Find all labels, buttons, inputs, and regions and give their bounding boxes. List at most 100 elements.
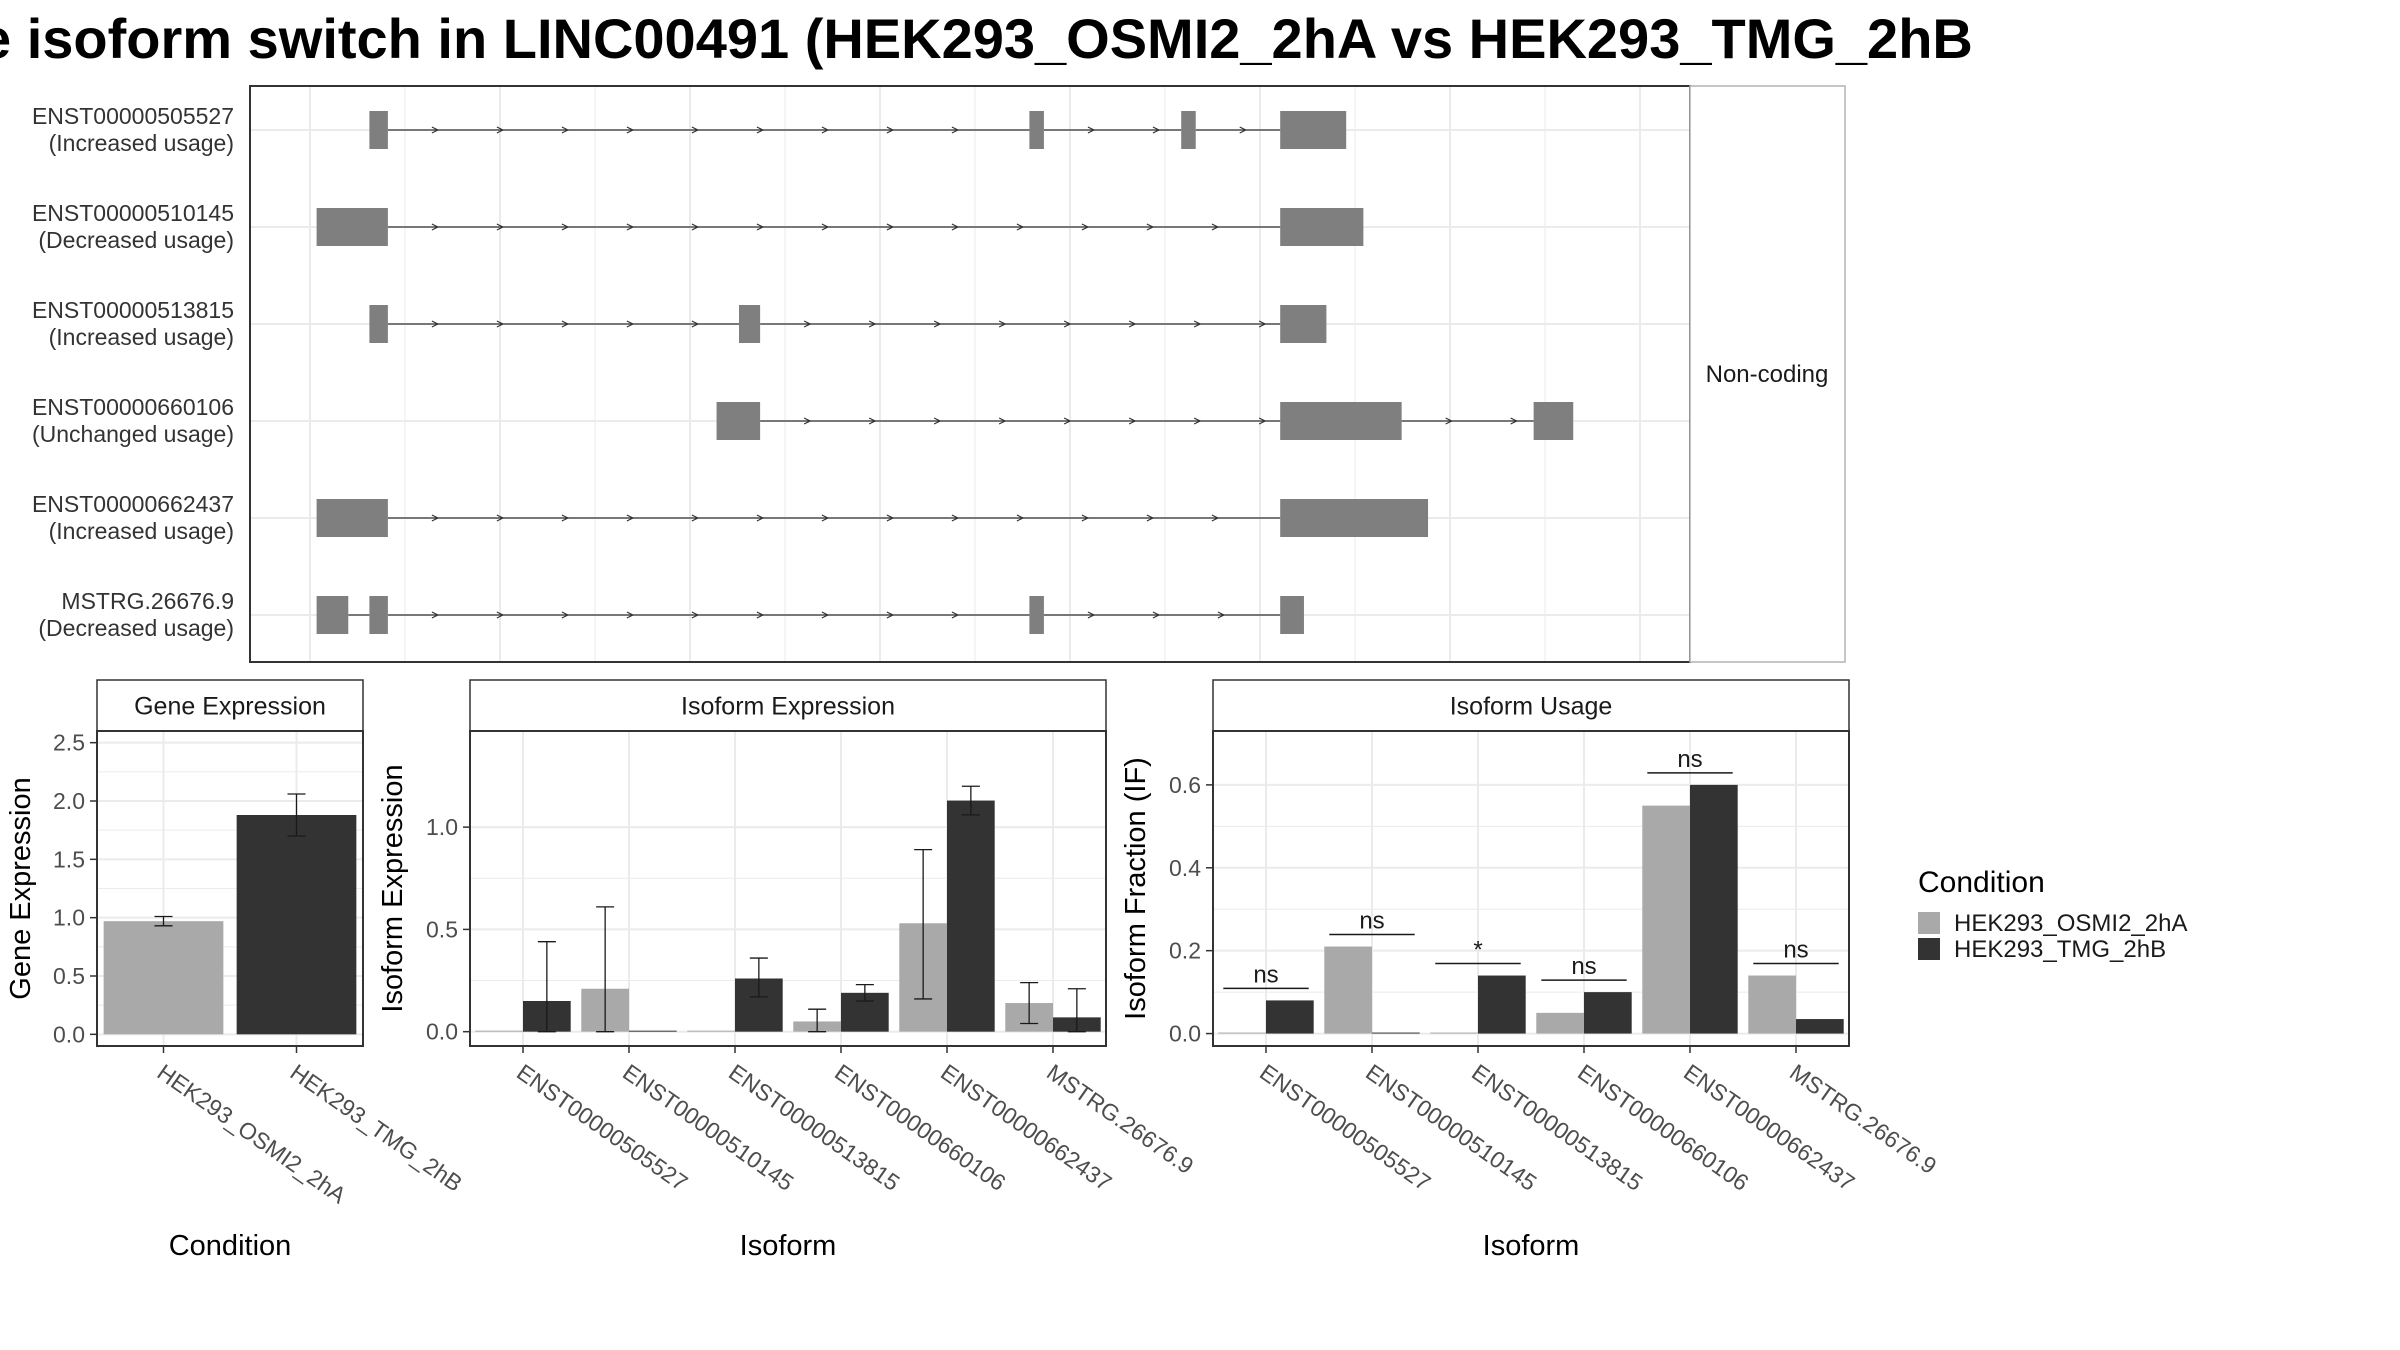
exon-block [1029, 111, 1044, 149]
x-tick-label: ENST00000662437 [936, 1059, 1116, 1196]
exon-block [1181, 111, 1196, 149]
panel-border [96, 730, 364, 1047]
x-tick-label: ENST00000662437 [1679, 1059, 1859, 1196]
legend-key [1918, 938, 1940, 960]
exon-block [316, 208, 388, 246]
intron-arrow [756, 611, 765, 619]
transcript-track [316, 596, 1304, 634]
exon-block [1280, 305, 1327, 343]
intron-arrow [431, 126, 440, 134]
error-bar [537, 941, 556, 1033]
isoform-label-usage: (Increased usage) [49, 324, 234, 350]
intron-arrow [626, 611, 635, 619]
bar [103, 921, 224, 1035]
isoform-label-id: ENST00000513815 [32, 297, 234, 323]
intron-arrow [756, 514, 765, 522]
intron-arrow [1146, 223, 1155, 231]
intron-arrow [821, 611, 830, 619]
bar [1796, 1019, 1844, 1034]
intron-arrow [431, 223, 440, 231]
intron-arrow [1193, 417, 1202, 425]
isoform-expression-panel: Isoform Expression 0.0 0.5 1.0 ENST000005055… [377, 679, 1198, 1262]
exon-block [316, 596, 349, 634]
intron-arrow [1146, 514, 1155, 522]
intron-arrow [626, 126, 635, 134]
intron-arrow [691, 126, 700, 134]
exon-block [369, 111, 388, 149]
significance-label: ns [1783, 937, 1808, 964]
intron-arrow [1193, 320, 1202, 328]
y-tick-label: 0.0 [53, 1021, 85, 1047]
x-tick-label: ENST00000510145 [618, 1059, 798, 1196]
intron-arrow [561, 126, 570, 134]
significance-label: ns [1571, 953, 1596, 980]
intron-arrow [561, 611, 570, 619]
intron-arrow [1063, 320, 1072, 328]
y-tick-label: 1.0 [53, 905, 85, 931]
intron-arrow [933, 417, 942, 425]
transcript-track [369, 305, 1327, 343]
intron-arrow [1211, 223, 1220, 231]
x-tick-label: ENST00000505527 [1255, 1059, 1435, 1196]
plot-area [470, 731, 1106, 1046]
intron-arrow [886, 514, 895, 522]
intron-arrow [1128, 417, 1137, 425]
panel-strip [96, 679, 364, 732]
intron-arrow [886, 223, 895, 231]
x-axis-title: Isoform [740, 1230, 837, 1262]
intron-arrow [821, 126, 830, 134]
y-tick-label: 0.2 [1169, 938, 1201, 964]
panel-strip [469, 679, 1107, 732]
intron-arrow [821, 514, 830, 522]
error-bar [961, 785, 980, 816]
intron-arrow [431, 514, 440, 522]
isoform-label-id: ENST00000510145 [32, 200, 234, 226]
intron-arrow [431, 611, 440, 619]
y-tick-label: 0.4 [1169, 855, 1201, 881]
legend-label: HEK293_TMG_2hB [1954, 936, 2166, 963]
intron-arrow [868, 320, 877, 328]
intron-arrow [1239, 126, 1248, 134]
intron-arrow [1016, 223, 1025, 231]
intron-arrow [1087, 126, 1096, 134]
intron-arrow [951, 223, 960, 231]
intron-arrow [1152, 126, 1161, 134]
x-tick-label: ENST00000513815 [1467, 1059, 1647, 1196]
bar [629, 1030, 677, 1032]
bar [1266, 1000, 1314, 1034]
structure-plot-area [250, 86, 1690, 662]
intron-arrow [561, 514, 570, 522]
intron-arrow [803, 320, 812, 328]
error-bar [808, 1008, 827, 1033]
intron-arrow [561, 320, 570, 328]
isoform-label-usage: (Increased usage) [49, 130, 234, 156]
transcript-track [316, 499, 1429, 537]
intron-arrow [691, 320, 700, 328]
significance-label: ns [1359, 908, 1384, 935]
panel-strip [1212, 679, 1850, 732]
isoform-label-id: ENST00000662437 [32, 491, 234, 517]
error-bar [1020, 981, 1039, 1025]
y-tick-label: 1.5 [53, 846, 85, 872]
intron-arrow [756, 126, 765, 134]
isoform-label-id: MSTRG.26676.9 [61, 588, 234, 614]
bar [1584, 992, 1632, 1034]
bar [1642, 805, 1690, 1034]
exon-block [1533, 402, 1574, 440]
exon-block [369, 596, 388, 634]
intron-arrow [886, 126, 895, 134]
intron-arrow [1063, 417, 1072, 425]
plot-area [1213, 731, 1849, 1046]
transcript-structure-panel: ENST00000505527(Increased usage)ENST0000… [32, 85, 1846, 663]
intron-arrow [951, 126, 960, 134]
intron-arrow [951, 514, 960, 522]
intron-arrow [1152, 611, 1161, 619]
exon-block [716, 402, 761, 440]
exon-block [1029, 596, 1044, 634]
intron-arrow [496, 611, 505, 619]
legend-key [1918, 912, 1940, 934]
y-tick-label: 2.5 [53, 730, 85, 756]
transcript-track [316, 208, 1364, 246]
significance-label: ns [1677, 746, 1702, 773]
